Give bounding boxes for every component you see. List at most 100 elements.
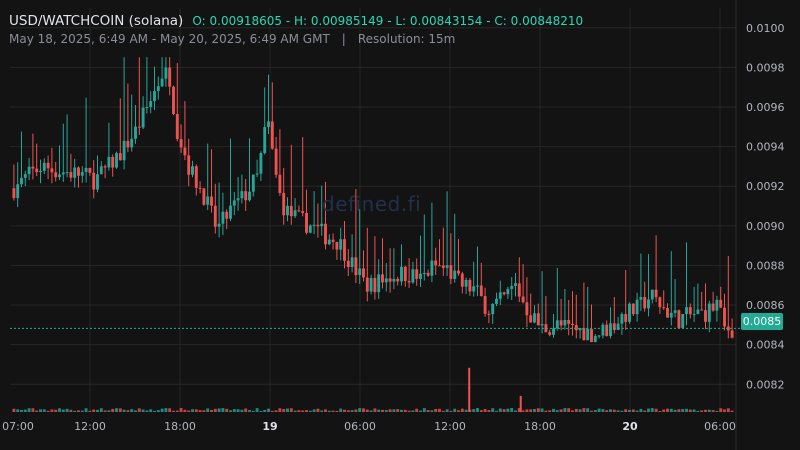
candle-body — [39, 170, 42, 173]
candle-body — [582, 328, 586, 341]
candle-body — [567, 319, 571, 324]
volume-bar — [255, 408, 259, 412]
candle-body — [730, 330, 734, 338]
candle-body — [479, 285, 483, 297]
candle-body — [160, 78, 164, 87]
volume-bar — [202, 410, 206, 412]
candle-body — [506, 288, 510, 295]
candle-body — [225, 211, 229, 219]
y-tick-label: 0.0098 — [746, 61, 785, 74]
candle-body — [411, 269, 415, 283]
candle-body — [343, 239, 346, 261]
volume-bar — [293, 410, 297, 412]
volume-bar — [335, 410, 339, 412]
candle-body — [597, 335, 601, 337]
volume-bar — [525, 409, 529, 412]
candle-body — [206, 196, 210, 205]
volume-bar — [65, 408, 69, 412]
candle-body — [316, 224, 320, 227]
volume-bar — [574, 408, 578, 412]
candle-body — [654, 289, 658, 298]
candle-body — [217, 223, 221, 227]
volume-bar — [479, 410, 483, 412]
volume-bar — [92, 409, 96, 412]
candle-body — [430, 260, 434, 276]
volume-bar — [411, 410, 415, 412]
volume-bar — [685, 408, 688, 412]
candle-body — [472, 286, 476, 292]
candle-body — [612, 323, 616, 330]
candle-body — [183, 147, 187, 156]
ohlc-readout: O: 0.00918605 - H: 0.00985149 - L: 0.008… — [192, 14, 584, 28]
candle-body — [521, 296, 525, 303]
candle-body — [153, 91, 156, 102]
volume-bar — [69, 409, 73, 412]
candle-body — [593, 336, 597, 343]
candle-body — [578, 328, 582, 331]
volume-bar — [297, 410, 301, 412]
volume-bar — [259, 410, 263, 412]
volume-bar — [704, 409, 707, 412]
volume-bar — [96, 409, 99, 412]
candle-body — [544, 324, 548, 333]
volume-bar — [419, 410, 422, 412]
candle-body — [73, 167, 77, 178]
volume-bar — [232, 409, 236, 412]
volume-bar — [225, 408, 229, 412]
volume-bar — [346, 410, 350, 412]
x-tick-label: 06:00 — [704, 420, 736, 433]
candle-body — [308, 225, 312, 233]
volume-bar — [316, 408, 320, 412]
candle-body — [685, 307, 688, 315]
volume-bar — [73, 410, 77, 412]
candle-body — [58, 174, 61, 178]
volume-bar — [286, 408, 289, 412]
candle-body — [707, 303, 711, 322]
candle-body — [339, 239, 343, 250]
volume-bar — [441, 410, 445, 412]
candle-body — [491, 303, 495, 315]
volume-bar — [688, 409, 692, 412]
volume-bar — [187, 410, 191, 412]
candle-body — [460, 273, 464, 287]
candle-body — [666, 308, 669, 318]
volume-bar — [175, 410, 179, 412]
candle-body — [696, 309, 700, 315]
volume-bar — [183, 409, 187, 412]
candle-body — [529, 315, 533, 323]
y-tick-label: 0.0100 — [746, 22, 785, 35]
candle-body — [42, 162, 46, 171]
volume-bar — [137, 408, 141, 412]
candle-body — [548, 332, 552, 335]
x-tick-label: 12:00 — [434, 420, 466, 433]
candle-body — [187, 155, 191, 175]
candle-body — [495, 298, 498, 304]
volume-bar — [400, 409, 403, 412]
candle-body — [692, 314, 696, 316]
volume-bar — [666, 408, 669, 412]
candle-body — [23, 174, 27, 178]
candle-body — [574, 325, 578, 331]
candle-body — [248, 191, 251, 201]
candle-body — [172, 86, 175, 114]
candle-body — [487, 313, 491, 315]
candle-body — [122, 140, 126, 161]
candle-body — [525, 302, 529, 316]
candle-body — [175, 113, 179, 140]
candle-body — [362, 268, 365, 278]
candle-body — [282, 192, 286, 216]
candle-body — [92, 172, 96, 190]
candle-body — [145, 107, 149, 109]
candle-body — [65, 172, 69, 174]
candle-body — [134, 126, 137, 139]
volume-bar — [730, 410, 734, 412]
candle-body — [601, 324, 605, 336]
volume-bar — [278, 408, 282, 412]
volume-bar — [168, 408, 172, 412]
volume-bar — [384, 410, 388, 412]
volume-bar — [601, 409, 605, 412]
volume-bar — [559, 409, 563, 412]
volume-bar — [639, 408, 643, 412]
volume-bar — [658, 410, 662, 412]
